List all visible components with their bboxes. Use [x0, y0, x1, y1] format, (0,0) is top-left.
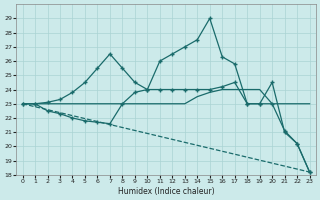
X-axis label: Humidex (Indice chaleur): Humidex (Indice chaleur)	[118, 187, 214, 196]
